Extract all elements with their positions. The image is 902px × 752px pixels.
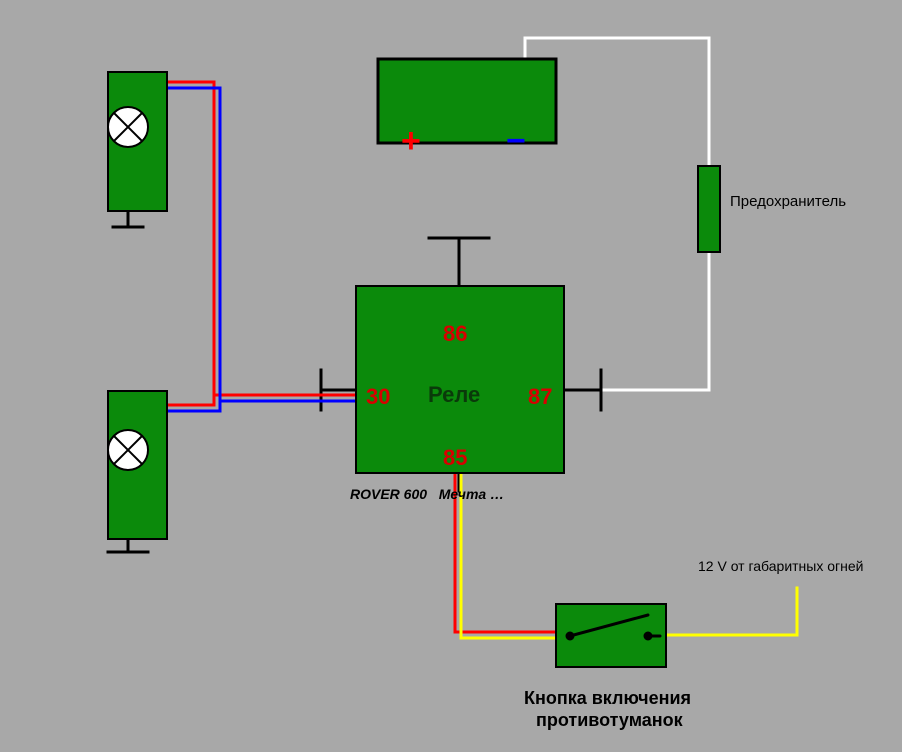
switch-node-left	[566, 632, 574, 640]
white-fuse-bot-to-87	[595, 250, 709, 390]
battery-minus: −	[506, 122, 526, 161]
relay-pin-87: 87	[528, 384, 552, 410]
blue-relay30-to-lamps	[166, 88, 357, 401]
battery-plus: +	[401, 122, 421, 161]
label-twelvev: 12 V от габаритных огней	[698, 558, 863, 574]
switch-node-right	[644, 632, 652, 640]
diagram-svg	[0, 0, 902, 752]
diagram-canvas: + − Реле 86 30 87 85 Предохранитель ROVER 600 Ме…	[0, 0, 902, 752]
yellow-button-to-12v	[665, 588, 797, 635]
label-button2: противотуманок	[536, 710, 683, 731]
relay-pin-30: 30	[366, 384, 390, 410]
fuse-body	[698, 166, 720, 252]
relay-pin-86: 86	[443, 321, 467, 347]
label-caption: ROVER 600 Мечта …	[350, 486, 504, 502]
label-button1: Кнопка включения	[524, 688, 691, 709]
relay-pin-85: 85	[443, 445, 467, 471]
relay-label: Реле	[428, 382, 480, 408]
label-fuse: Предохранитель	[730, 193, 846, 210]
red-down-to-lamp2	[165, 395, 214, 405]
red-relay30-to-lamps	[166, 82, 357, 395]
